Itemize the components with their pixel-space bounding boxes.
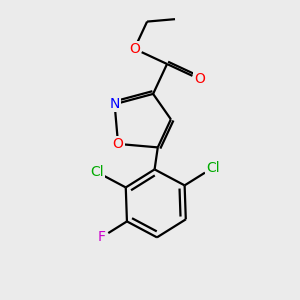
- Text: Cl: Cl: [206, 161, 219, 175]
- Text: F: F: [98, 230, 106, 244]
- Text: N: N: [110, 97, 120, 111]
- Text: O: O: [129, 42, 140, 56]
- Text: O: O: [112, 137, 124, 151]
- Text: O: O: [194, 72, 205, 86]
- Text: Cl: Cl: [90, 165, 104, 179]
